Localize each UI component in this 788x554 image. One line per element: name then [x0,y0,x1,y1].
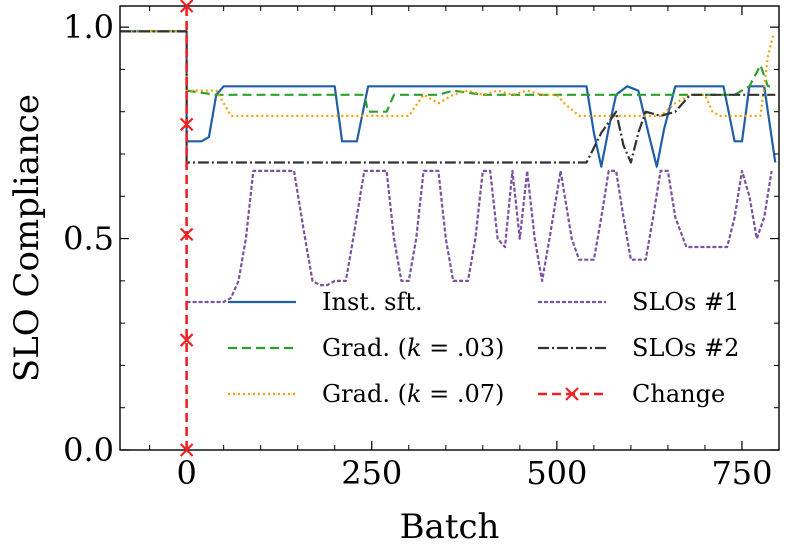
legend-entry-slos-1: SLOs #1 [538,288,739,316]
series-line-slos-1 [186,169,773,304]
legend-entry-slos-2: SLOs #2 [538,334,739,362]
change-marker [179,333,194,347]
legend-label: SLOs #1 [632,288,739,316]
legend-entry-change: Change [538,380,725,408]
y-axis-label: SLO Compliance [7,94,47,382]
y-tick-label: 0.0 [63,431,114,469]
x-tick-label: 750 [711,454,772,492]
series-line-grad-k-07 [120,30,775,117]
legend-label: Grad. (k = .07) [322,380,504,408]
legend-entry-grad-k-03: Grad. (k = .03) [228,334,504,362]
legend-label: Inst. sft. [322,288,423,316]
series-line-grad-k-03 [120,30,776,113]
legend-label: Change [632,380,725,408]
change-marker [179,443,194,457]
legend-entry-grad-k-07: Grad. (k = .07) [228,380,504,408]
change-marker [179,117,194,132]
legend: Inst. sft. Grad. (k = .03) Grad. (k = .07)… [228,288,739,408]
change-marker [179,227,194,242]
x-tick-label: 250 [341,454,402,492]
legend-label: Grad. (k = .03) [322,334,504,362]
x-tick-label: 0 [176,454,196,492]
x-axis-label: Batch [400,507,500,547]
legend-label: SLOs #2 [632,334,739,362]
ticks-layer: 0 250 500 750 0.0 0.5 1.0 [63,6,780,492]
series-layer [120,30,777,304]
plot-frame [119,5,780,451]
series-line-slos-2 [120,30,776,164]
legend-entry-inst-sft: Inst. sft. [228,288,423,316]
change-markers [179,0,194,457]
x-tick-label: 500 [526,454,587,492]
change-marker [179,0,194,13]
y-tick-label: 0.5 [63,220,114,258]
legend-marker [565,387,579,401]
y-tick-label: 1.0 [63,8,114,46]
